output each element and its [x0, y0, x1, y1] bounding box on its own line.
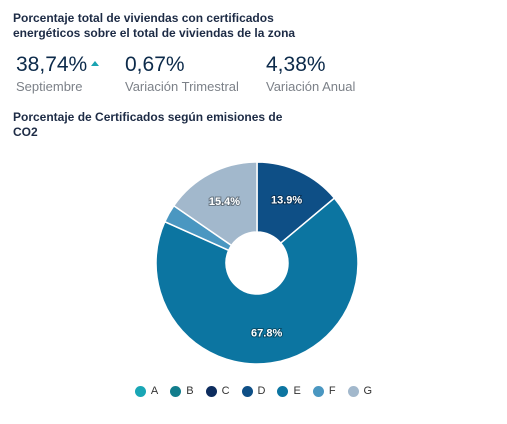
kpi-current-value: 38,74%	[16, 53, 88, 76]
legend-item-f[interactable]: F	[312, 385, 336, 397]
donut-chart: 13.9% 67.8% 15.4%	[155, 161, 359, 365]
kpi-annual: 4,38% Variación Anual	[266, 53, 355, 94]
legend-marker-g	[347, 385, 359, 397]
data-label-g: 15.4%	[209, 196, 240, 208]
legend-item-g[interactable]: G	[347, 385, 373, 397]
legend-marker-f	[312, 385, 324, 397]
legend-label-g: G	[363, 385, 373, 397]
kpi-current-value-row: 38,74%	[16, 53, 100, 77]
data-label-e: 67.8%	[251, 327, 282, 339]
legend-label-a: A	[150, 385, 159, 397]
legend-label-c: C	[221, 385, 230, 397]
trend-up-icon	[91, 61, 100, 66]
legend-marker-d	[241, 385, 253, 397]
chart-title: Porcentaje de Certificados según emision…	[13, 110, 283, 139]
kpi-quarterly: 0,67% Variación Trimestral	[125, 53, 239, 94]
legend-label-b: B	[186, 385, 194, 397]
data-label-d: 13.9%	[271, 195, 302, 207]
legend-item-b[interactable]: B	[170, 385, 194, 397]
donut-slice-e[interactable]	[155, 197, 359, 365]
legend-item-c[interactable]: C	[205, 385, 230, 397]
kpi-quarterly-value: 0,67%	[125, 53, 185, 76]
legend-marker-a	[134, 385, 146, 397]
legend-marker-b	[170, 385, 182, 397]
kpi-annual-value: 4,38%	[266, 53, 326, 76]
legend-item-d[interactable]: D	[241, 385, 266, 397]
legend-marker-e	[277, 385, 289, 397]
legend-item-a[interactable]: A	[134, 385, 159, 397]
donut-slice-d[interactable]	[256, 161, 336, 245]
legend-label-d: D	[257, 385, 266, 397]
legend-marker-c	[205, 385, 217, 397]
chart-legend: A B C D E F G	[0, 385, 507, 397]
kpi-quarterly-label: Variación Trimestral	[125, 79, 239, 94]
legend-item-e[interactable]: E	[277, 385, 301, 397]
kpi-current: 38,74% Septiembre	[16, 53, 100, 94]
legend-label-f: F	[328, 385, 336, 397]
donut-slice-g[interactable]	[172, 161, 258, 247]
kpi-current-label: Septiembre	[16, 79, 83, 94]
page-title: Porcentaje total de viviendas con certif…	[13, 11, 296, 40]
legend-label-e: E	[293, 385, 301, 397]
kpi-annual-label: Variación Anual	[266, 79, 356, 94]
